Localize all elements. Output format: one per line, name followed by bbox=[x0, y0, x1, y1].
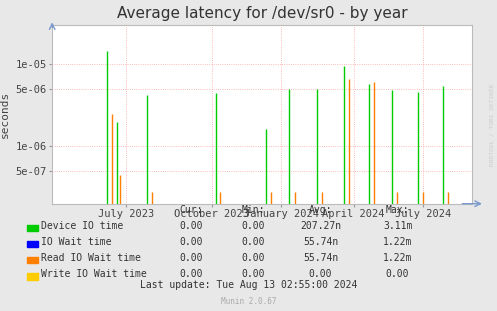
Text: 55.74n: 55.74n bbox=[303, 237, 338, 247]
Text: 0.00: 0.00 bbox=[179, 237, 203, 247]
Text: 55.74n: 55.74n bbox=[303, 253, 338, 263]
Text: 0.00: 0.00 bbox=[386, 269, 410, 279]
Text: Read IO Wait time: Read IO Wait time bbox=[41, 253, 141, 263]
Text: 207.27n: 207.27n bbox=[300, 220, 341, 230]
Text: 0.00: 0.00 bbox=[242, 220, 265, 230]
Text: Munin 2.0.67: Munin 2.0.67 bbox=[221, 297, 276, 306]
Title: Average latency for /dev/sr0 - by year: Average latency for /dev/sr0 - by year bbox=[117, 6, 408, 21]
Y-axis label: seconds: seconds bbox=[0, 91, 10, 138]
Text: Device IO time: Device IO time bbox=[41, 220, 123, 230]
Text: 3.11m: 3.11m bbox=[383, 220, 413, 230]
Text: RRDTOOL / TOBI OETIKER: RRDTOOL / TOBI OETIKER bbox=[490, 83, 495, 166]
Text: Cur:: Cur: bbox=[179, 205, 203, 215]
Text: 1.22m: 1.22m bbox=[383, 237, 413, 247]
Text: 0.00: 0.00 bbox=[242, 237, 265, 247]
Text: Write IO Wait time: Write IO Wait time bbox=[41, 269, 147, 279]
Text: 0.00: 0.00 bbox=[309, 269, 332, 279]
Text: 0.00: 0.00 bbox=[242, 253, 265, 263]
Text: 0.00: 0.00 bbox=[179, 269, 203, 279]
Text: 0.00: 0.00 bbox=[179, 253, 203, 263]
Text: 0.00: 0.00 bbox=[179, 220, 203, 230]
Text: Last update: Tue Aug 13 02:55:00 2024: Last update: Tue Aug 13 02:55:00 2024 bbox=[140, 280, 357, 290]
Text: IO Wait time: IO Wait time bbox=[41, 237, 112, 247]
Text: 0.00: 0.00 bbox=[242, 269, 265, 279]
Text: 1.22m: 1.22m bbox=[383, 253, 413, 263]
Text: Max:: Max: bbox=[386, 205, 410, 215]
Text: Min:: Min: bbox=[242, 205, 265, 215]
Text: Avg:: Avg: bbox=[309, 205, 332, 215]
